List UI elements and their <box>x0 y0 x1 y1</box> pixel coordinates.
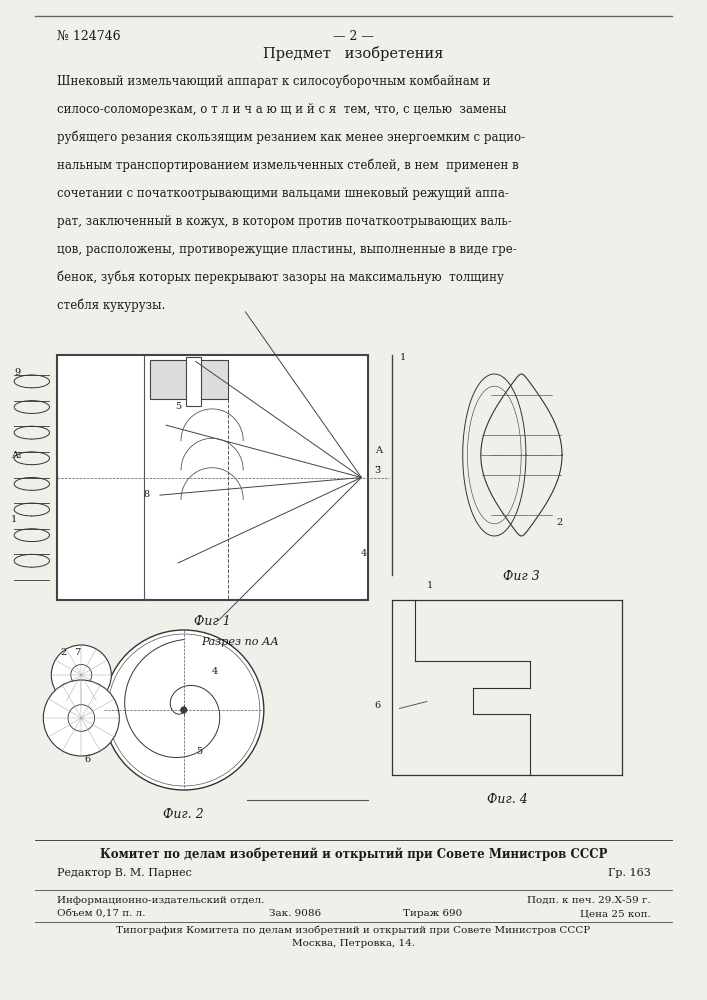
Circle shape <box>71 664 92 686</box>
Text: Фиг. 4: Фиг. 4 <box>487 793 527 806</box>
Text: нальным транспортированием измельченных стеблей, в нем  применен в: нальным транспортированием измельченных … <box>57 158 518 172</box>
Text: 2: 2 <box>60 648 66 657</box>
Text: 6: 6 <box>375 702 381 710</box>
Text: Объем 0,17 п. л.: Объем 0,17 п. л. <box>57 909 145 918</box>
Text: Фиг. 2: Фиг. 2 <box>163 808 204 821</box>
Text: рубящего резания скользящим резанием как менее энергоемким с рацио-: рубящего резания скользящим резанием как… <box>57 130 525 144</box>
Circle shape <box>180 707 187 713</box>
Text: Цена 25 коп.: Цена 25 коп. <box>580 909 650 918</box>
Text: Фиг 3: Фиг 3 <box>503 570 539 583</box>
Text: Типография Комитета по делам изобретний и открытий при Совете Министров СССР: Типография Комитета по делам изобретний … <box>117 926 590 935</box>
Text: Тираж 690: Тираж 690 <box>403 909 462 918</box>
Text: 6: 6 <box>85 755 91 764</box>
Text: Разрез по АА: Разрез по АА <box>201 637 279 647</box>
Text: бенок, зубья которых перекрывают зазоры на максимальную  толщину: бенок, зубья которых перекрывают зазоры … <box>57 270 503 284</box>
Text: 1: 1 <box>427 581 433 590</box>
Text: Подп. к печ. 29.Х-59 г.: Подп. к печ. 29.Х-59 г. <box>527 896 650 905</box>
Circle shape <box>52 645 111 705</box>
Text: Москва, Петровка, 14.: Москва, Петровка, 14. <box>292 939 415 948</box>
Text: Шнековый измельчающий аппарат к силосоуборочным комбайнам и: Шнековый измельчающий аппарат к силосоуб… <box>57 75 490 88</box>
Text: 5: 5 <box>175 402 181 411</box>
Circle shape <box>68 705 95 731</box>
Text: Фиг 1: Фиг 1 <box>194 615 230 628</box>
Text: силосо-соломорезкам, о т л и ч а ю щ и й с я  тем, что, с целью  замены: силосо-соломорезкам, о т л и ч а ю щ и й… <box>57 103 506 116</box>
Bar <box>186 357 201 406</box>
Text: 7: 7 <box>74 648 81 657</box>
Text: 8: 8 <box>144 490 150 499</box>
Text: 9: 9 <box>14 368 21 377</box>
Text: Информационно-издательский отдел.: Информационно-издательский отдел. <box>57 896 264 905</box>
Text: цов, расположены, противорежущие пластины, выполненные в виде гре-: цов, расположены, противорежущие пластин… <box>57 243 516 256</box>
Text: рат, заключенный в кожух, в котором против початкоотрывающих валь-: рат, заключенный в кожух, в котором прот… <box>57 215 511 228</box>
Text: 4: 4 <box>212 667 218 676</box>
Text: Комитет по делам изобретений и открытий при Совете Министров СССР: Комитет по делам изобретений и открытий … <box>100 848 607 861</box>
Bar <box>150 360 228 399</box>
Text: 1: 1 <box>399 353 406 362</box>
Text: 1: 1 <box>11 515 17 524</box>
Text: — 2 —: — 2 — <box>333 30 374 43</box>
Text: A: A <box>375 446 382 455</box>
Text: стебля кукурузы.: стебля кукурузы. <box>57 298 165 312</box>
Text: 2: 2 <box>556 518 563 527</box>
Bar <box>57 355 368 600</box>
Text: 4: 4 <box>361 549 367 558</box>
Text: Зак. 9086: Зак. 9086 <box>269 909 321 918</box>
Text: Гр. 163: Гр. 163 <box>607 868 650 878</box>
Text: 3̅: 3̅ <box>375 466 381 475</box>
Text: A₁: A₁ <box>11 451 21 460</box>
Text: Редактор В. М. Парнес: Редактор В. М. Парнес <box>57 868 192 878</box>
Text: № 124746: № 124746 <box>57 30 120 43</box>
Text: сочетании с початкоотрывающими вальцами шнековый режущий аппа-: сочетании с початкоотрывающими вальцами … <box>57 187 508 200</box>
Circle shape <box>43 680 119 756</box>
Text: Предмет   изобретения: Предмет изобретения <box>263 46 444 61</box>
Text: 5: 5 <box>196 747 202 756</box>
Circle shape <box>104 630 264 790</box>
